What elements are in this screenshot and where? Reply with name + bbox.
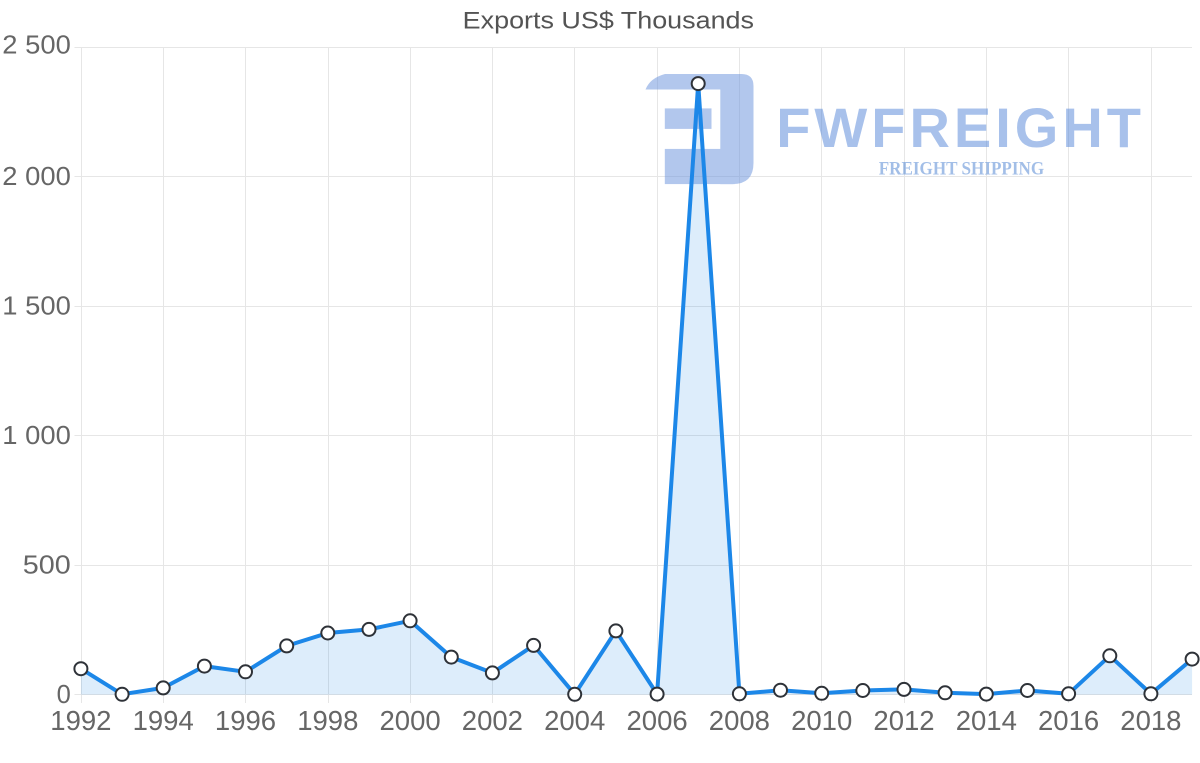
svg-text:Exports US$ Thousands: Exports US$ Thousands bbox=[463, 8, 754, 35]
svg-text:2008: 2008 bbox=[709, 705, 770, 736]
svg-text:2 500: 2 500 bbox=[2, 32, 71, 60]
svg-text:2 000: 2 000 bbox=[2, 163, 71, 191]
svg-text:500: 500 bbox=[23, 552, 71, 580]
svg-text:2012: 2012 bbox=[873, 705, 934, 736]
svg-text:1998: 1998 bbox=[297, 705, 358, 736]
svg-text:2016: 2016 bbox=[1038, 705, 1099, 736]
svg-text:2006: 2006 bbox=[627, 705, 688, 736]
svg-text:2010: 2010 bbox=[791, 705, 852, 736]
svg-text:0: 0 bbox=[57, 681, 71, 709]
svg-text:1 500: 1 500 bbox=[2, 293, 71, 321]
svg-text:2018: 2018 bbox=[1120, 705, 1181, 736]
svg-text:1994: 1994 bbox=[133, 705, 194, 736]
svg-text:1996: 1996 bbox=[215, 705, 276, 736]
svg-text:2002: 2002 bbox=[462, 705, 523, 736]
svg-text:FREIGHT SHIPPING: FREIGHT SHIPPING bbox=[879, 159, 1045, 180]
svg-text:2014: 2014 bbox=[956, 705, 1017, 736]
svg-text:1992: 1992 bbox=[50, 705, 111, 736]
svg-text:2004: 2004 bbox=[544, 705, 605, 736]
svg-text:FWFREIGHT: FWFREIGHT bbox=[776, 96, 1145, 159]
svg-text:2000: 2000 bbox=[380, 705, 441, 736]
svg-text:1 000: 1 000 bbox=[2, 422, 71, 450]
